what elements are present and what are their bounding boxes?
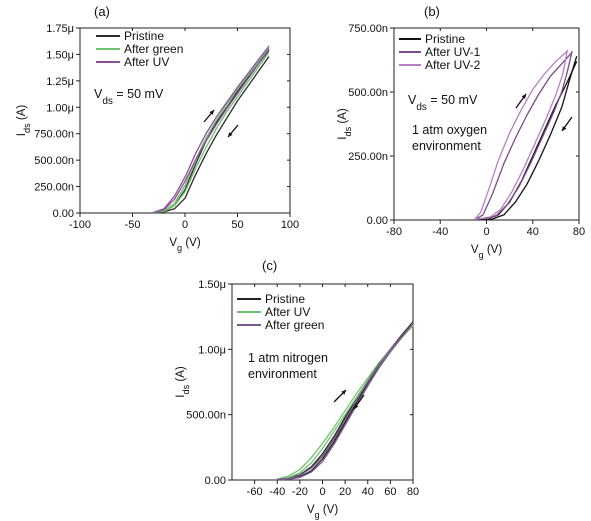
panel-label: (a): [94, 4, 110, 19]
annotation-text: 1 atm nitrogen: [248, 351, 328, 365]
series-line-after-green-forward: [277, 322, 414, 481]
x-tick-label: 20: [339, 486, 351, 498]
x-tick-label: -20: [292, 486, 308, 498]
x-tick-label: 80: [573, 226, 585, 238]
panel-label: (b): [424, 4, 440, 19]
x-tick-label: 100: [281, 219, 299, 231]
y-tick-label: 0.00: [205, 475, 226, 487]
series-line-after-uv-2-reverse: [474, 49, 569, 220]
x-tick-label: 40: [527, 226, 539, 238]
series-line-after-uv-reverse: [277, 324, 414, 480]
legend-entry: Pristine: [425, 32, 465, 46]
series-line-after-uv-1-forward: [474, 51, 573, 221]
y-axis-label: Ids (A): [16, 105, 32, 137]
x-tick-label: 0: [182, 219, 188, 231]
y-tick-label: 250.00n: [348, 151, 388, 163]
panel-label: (c): [262, 258, 277, 273]
y-tick-label: 1.25μ: [46, 76, 74, 88]
series-line-pristine-forward: [153, 56, 270, 214]
plot-frame: [231, 283, 414, 481]
x-tick-label: -100: [69, 219, 91, 231]
y-tick-label: 0.00: [53, 208, 74, 220]
sweep-arrow-head: [354, 404, 359, 409]
series-line-pristine-forward: [277, 321, 414, 480]
series-line-pristine-forward: [474, 61, 578, 221]
legend-entry: After green: [265, 318, 324, 332]
legend-entry: Pristine: [265, 292, 305, 306]
y-axis-label: Ids (A): [337, 108, 353, 140]
x-tick-label: -40: [269, 486, 285, 498]
y-tick-label: 250.00n: [34, 182, 74, 194]
series-line-after-uv-2-forward: [474, 50, 568, 220]
x-tick-label: 50: [231, 219, 243, 231]
legend-entry: After green: [124, 42, 183, 56]
y-tick-label: 750.00n: [348, 23, 388, 35]
chart-panel-1: (a) -100 -50 0 50 100 0.00 250.00n 500.00n 750.00…: [16, 4, 299, 253]
sweep-arrow-head: [228, 132, 233, 137]
series-line-pristine-reverse: [474, 56, 578, 221]
legend-entry: Pristine: [124, 29, 164, 43]
y-tick-label: 500.00n: [186, 410, 226, 422]
x-tick-label: 0: [319, 486, 325, 498]
sweep-arrow-head: [562, 126, 567, 131]
y-tick-label: 0.00: [367, 215, 388, 227]
y-tick-label: 1.00μ: [198, 344, 226, 356]
y-tick-label: 1.75μ: [46, 23, 74, 35]
x-tick-label: 80: [407, 486, 419, 498]
legend-entry: After UV-1: [425, 45, 481, 59]
y-tick-label: 500.00n: [348, 87, 388, 99]
sweep-arrow-head: [341, 390, 346, 395]
x-axis-label: Vg (V): [471, 244, 502, 260]
annotation-text: 1 atm oxygen: [412, 123, 487, 137]
annotation-text: Vds = 50 mV: [94, 87, 164, 107]
x-tick-label: 0: [483, 226, 489, 238]
y-axis-label: Ids (A): [175, 366, 191, 398]
series-line-after-green-reverse: [153, 47, 270, 214]
annotation-text: environment: [412, 139, 481, 153]
x-axis-label: Vg (V): [307, 504, 338, 520]
chart-panel-2: (b) -80 -40 0 40 80 0.00 250.00n 500.00n 750.00n V…: [337, 4, 585, 260]
y-tick-label: 500.00n: [34, 155, 74, 167]
series-line-after-uv-1-reverse: [474, 50, 573, 221]
legend-entry: After UV-2: [425, 58, 481, 72]
x-tick-label: 60: [384, 486, 396, 498]
series-line-after-green-forward: [153, 51, 270, 214]
x-tick-label: 40: [362, 486, 374, 498]
series-line-after-uv-forward: [153, 48, 270, 214]
x-tick-label: -40: [432, 226, 448, 238]
series-line-after-uv-reverse: [153, 45, 270, 214]
legend-entry: After UV: [124, 55, 169, 69]
annotation-text: environment: [248, 367, 317, 381]
y-tick-label: 750.00n: [34, 129, 74, 141]
y-tick-label: 1.50μ: [198, 279, 226, 291]
sweep-arrow-head: [209, 110, 214, 115]
x-tick-label: -60: [247, 486, 263, 498]
x-tick-label: -80: [386, 226, 402, 238]
y-tick-label: 1.00μ: [46, 102, 74, 114]
x-tick-label: -50: [125, 219, 141, 231]
y-tick-label: 1.50μ: [46, 49, 74, 61]
x-axis-label: Vg (V): [169, 237, 200, 253]
chart-panel-3: (c) -60 -40 -20 0 20 40 60 80 0.00 500.00n 1.00μ 1.5…: [175, 258, 419, 520]
sweep-arrow-head: [521, 94, 526, 99]
series-line-after-green-reverse: [277, 322, 414, 481]
annotation-text: Vds = 50 mV: [408, 93, 478, 113]
legend-entry: After UV: [265, 305, 310, 319]
